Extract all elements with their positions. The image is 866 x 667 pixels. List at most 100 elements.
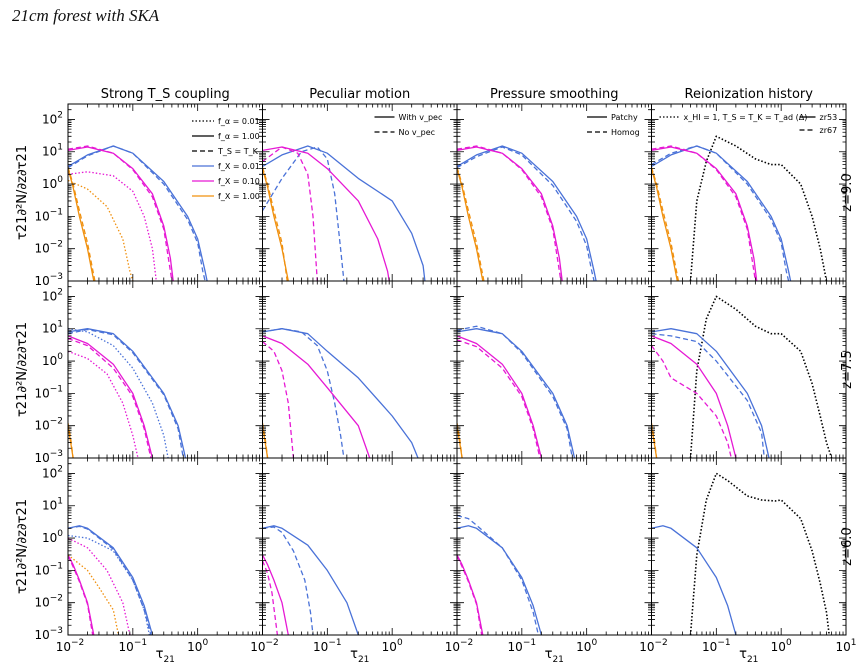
x-tick-label: 100 <box>576 638 597 654</box>
x-axis-label: τ21 <box>156 647 175 665</box>
series-line-1-3-4 <box>651 345 732 458</box>
x-tick-label: 10−2 <box>639 638 668 654</box>
x-tick-label: 10−1 <box>702 638 731 654</box>
legend-label: zr67 <box>820 126 838 135</box>
axis-ticks-2-0 <box>67 457 263 636</box>
x-tick-label: 100 <box>771 638 792 654</box>
panel-1-0 <box>68 328 187 458</box>
y-tick-label: 102 <box>42 464 63 480</box>
series-line-2-0-6 <box>68 554 120 635</box>
panel-2-2 <box>457 514 543 635</box>
series-line-1-0-1 <box>68 328 184 458</box>
axis-ticks-1-3 <box>651 280 847 459</box>
legend-label: Homog <box>611 128 640 137</box>
series-line-0-0-0 <box>68 145 208 281</box>
axis-ticks-0-3 <box>651 103 847 282</box>
x-axis-label: τ21 <box>739 647 758 665</box>
y-tick-label: 10−1 <box>34 207 63 223</box>
x-tick-label: 10−1 <box>508 638 537 654</box>
series-line-2-2-0 <box>457 525 543 635</box>
column-title: Strong T_S coupling <box>101 87 230 102</box>
series-line-0-1-5 <box>262 167 288 281</box>
legend-label: With v_pec <box>399 113 443 122</box>
axes-frame-1-2 <box>456 280 652 459</box>
legend-label: Patchy <box>611 113 638 122</box>
series-line-2-1-1 <box>262 526 314 635</box>
panel-2-0 <box>68 525 154 635</box>
panel-0-0 <box>68 145 208 281</box>
series-line-1-0-0 <box>68 328 187 458</box>
series-line-1-2-0 <box>457 328 576 458</box>
series-line-2-1-2 <box>262 554 289 635</box>
x-tick-label: 10−2 <box>250 638 279 654</box>
legend-label: x_HI = 1, T_S = T_K = T_ad (Δ) <box>684 113 808 122</box>
axes-frame-2-2 <box>456 457 652 636</box>
series-line-0-3-1 <box>651 145 792 281</box>
panel-0-3 <box>651 135 828 281</box>
series-line-0-1-4 <box>262 168 289 281</box>
panel-1-3 <box>651 295 833 458</box>
legend-label: T_S = T_K <box>217 147 259 156</box>
legend-label: f_α = 1.00 <box>218 132 260 141</box>
axes-frame-1-0 <box>67 280 263 459</box>
series-line-0-2-3 <box>457 145 562 281</box>
series-line-2-0-1 <box>68 525 152 635</box>
axis-ticks-0-0 <box>67 103 263 282</box>
series-line-1-3-6 <box>651 422 658 458</box>
y-tick-label: 100 <box>42 352 63 368</box>
x-tick-label: 100 <box>187 638 208 654</box>
row-label: z=6.0 <box>840 527 855 565</box>
axis-ticks-2-1 <box>262 457 458 636</box>
series-line-0-3-0 <box>689 135 828 281</box>
row-label: z=9.0 <box>840 173 855 211</box>
series-line-2-0-4 <box>68 555 94 635</box>
series-line-2-2-1 <box>457 514 540 635</box>
series-line-0-0-2 <box>68 146 174 281</box>
series-line-0-1-3 <box>262 146 318 281</box>
series-line-0-3-3 <box>651 146 758 281</box>
series-line-1-3-1 <box>651 328 770 458</box>
axes-frame-2-3 <box>651 457 847 636</box>
x-tick-label: 100 <box>382 638 403 654</box>
series-line-0-0-6 <box>68 167 96 281</box>
series-line-2-0-3 <box>68 554 95 635</box>
series-line-0-3-5 <box>651 168 678 281</box>
series-line-1-1-5 <box>262 422 269 458</box>
y-tick-label: 100 <box>42 529 63 545</box>
y-tick-label: 10−2 <box>34 594 63 610</box>
series-line-1-1-1 <box>262 328 345 458</box>
column-title: Peculiar motion <box>309 87 410 102</box>
series-line-2-3-0 <box>689 472 830 635</box>
series-line-1-3-2 <box>651 333 765 458</box>
axes-frame-2-0 <box>67 457 263 636</box>
series-line-0-0-1 <box>68 145 206 281</box>
x-tick-label: 10−1 <box>119 638 148 654</box>
axes-frame-0-3 <box>651 103 847 282</box>
series-line-0-2-0 <box>457 145 597 281</box>
column-title: Pressure smoothing <box>490 87 618 102</box>
series-line-0-0-3 <box>68 145 173 281</box>
series-line-0-2-1 <box>457 146 595 281</box>
y-tick-label: 102 <box>42 287 63 303</box>
y-tick-label: 101 <box>42 143 63 159</box>
series-line-0-0-4 <box>68 171 157 281</box>
axis-ticks-2-3 <box>651 457 847 636</box>
y-axis-label: τ21∂²N/∂z∂τ21 <box>15 322 30 417</box>
axis-ticks-0-2 <box>456 103 652 282</box>
series-line-2-1-0 <box>262 525 359 635</box>
series-line-1-2-2 <box>457 335 543 458</box>
x-tick-label: 10−2 <box>445 638 474 654</box>
legend-label: f_X = 0.10 <box>218 177 260 186</box>
y-tick-label: 10−3 <box>34 272 63 288</box>
legend-label: f_X = 0.01 <box>218 162 260 171</box>
x-tick-label: 10−1 <box>313 638 342 654</box>
series-line-0-2-5 <box>457 167 485 281</box>
y-tick-label: 10−1 <box>34 384 63 400</box>
y-tick-label: 10−3 <box>34 449 63 465</box>
series-line-1-2-1 <box>457 325 573 458</box>
series-line-1-2-3 <box>457 339 541 458</box>
axis-ticks-1-1 <box>262 280 458 459</box>
series-line-1-2-5 <box>457 422 463 458</box>
series-line-1-1-2 <box>262 335 371 458</box>
row-label: z=7.5 <box>840 350 855 388</box>
